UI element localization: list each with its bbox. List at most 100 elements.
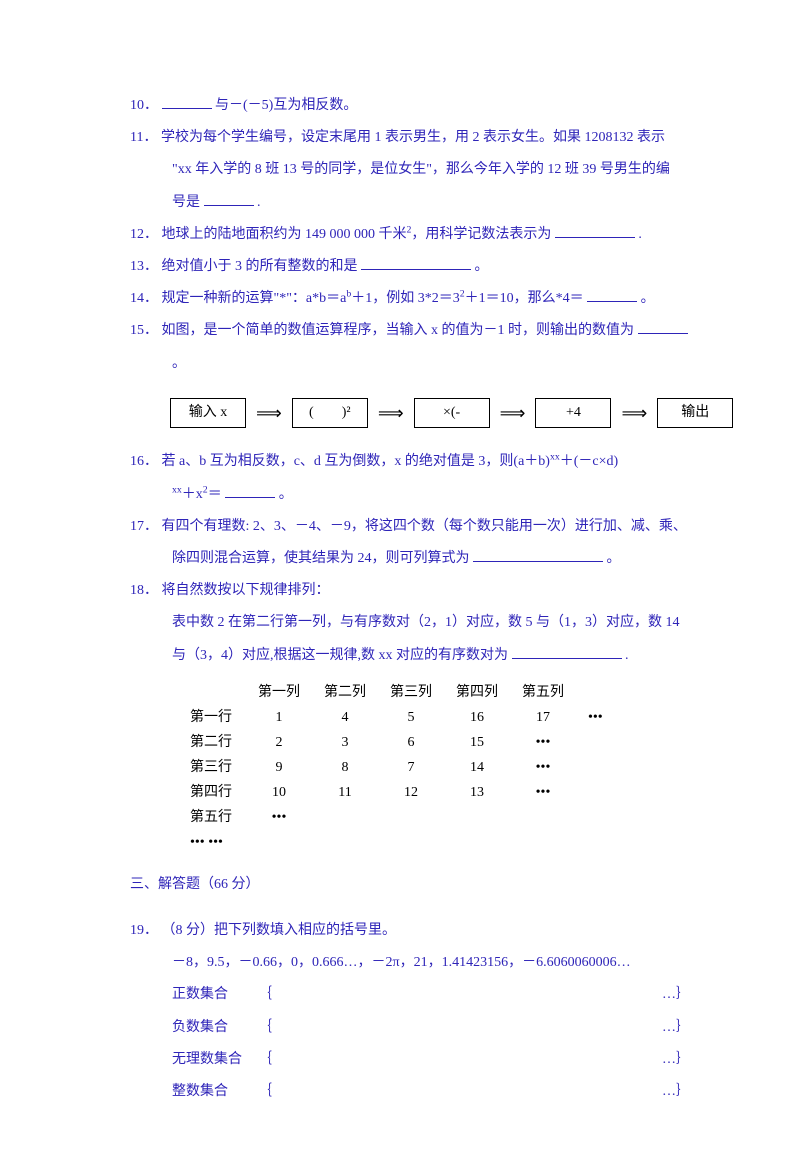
- flow-box-output: 输出: [657, 398, 733, 429]
- section-3-heading: 三、解答题（66 分）: [130, 869, 690, 901]
- arrow-icon: ⟹: [621, 404, 647, 422]
- brace-open: ｛: [258, 1012, 272, 1044]
- q10-text: 与－(－5)互为相反数。: [215, 98, 357, 113]
- q19-l2: －8，9.5，－0.66，0，0.666…，－2π，21，1.41423156，…: [172, 955, 631, 970]
- q15-blank[interactable]: [638, 319, 688, 334]
- question-12: 12． 地球上的陆地面积约为 149 000 000 千米2，用科学记数法表示为…: [130, 219, 690, 251]
- th: 第三列: [384, 680, 450, 705]
- flow-box-square: ( )²: [292, 398, 368, 429]
- q18-l3a: 与（3，4）对应,根据这一规律,数 xx 对应的有序数对为: [172, 648, 508, 663]
- set-fill[interactable]: [272, 1076, 662, 1108]
- th: 第四列: [450, 680, 516, 705]
- q11-num: 11．: [130, 130, 157, 145]
- set-integer: 整数集合 ｛ …｝: [130, 1076, 690, 1108]
- arrow-icon: ⟹: [256, 404, 282, 422]
- q14-d: 。: [641, 291, 655, 306]
- set-fill[interactable]: [272, 1044, 662, 1076]
- q11-l2: "xx 年入学的 8 班 13 号的同学，是位女生"，那么今年入学的 12 班 …: [172, 162, 670, 177]
- th: 第五列: [516, 680, 582, 705]
- brace-close: …｝: [662, 1012, 690, 1044]
- q16-l2b: ＋x: [182, 487, 203, 502]
- q14-num: 14．: [130, 291, 158, 306]
- q13-blank[interactable]: [361, 255, 471, 270]
- q18-l1: 将自然数按以下规律排列：: [162, 583, 330, 598]
- q12-blank[interactable]: [555, 223, 635, 238]
- q10-blank[interactable]: [162, 94, 212, 109]
- flow-box-mult: ×(-: [414, 398, 490, 429]
- q14-a: 规定一种新的运算"*"：a*b＝a: [162, 291, 347, 306]
- q16-l2c: ＝: [208, 487, 222, 502]
- q18-l3b: .: [625, 648, 629, 663]
- q11-blank[interactable]: [204, 191, 254, 206]
- exam-page: 10． 与－(－5)互为相反数。 11． 学校为每个学生编号，设定末尾用 1 表…: [0, 0, 800, 1168]
- q18-blank[interactable]: [512, 644, 622, 659]
- q16-l2d: 。: [279, 487, 293, 502]
- q13-a: 绝对值小于 3 的所有整数的和是: [162, 259, 358, 274]
- set-fill[interactable]: [272, 1012, 662, 1044]
- q16-s2: xx: [172, 484, 182, 495]
- q15-a: 如图，是一个简单的数值运算程序，当输入 x 的值为－1 时，则输出的数值为: [162, 323, 635, 338]
- set-positive: 正数集合 ｛ …｝: [130, 979, 690, 1011]
- question-10: 10． 与－(－5)互为相反数。: [130, 90, 690, 122]
- question-11-line2: "xx 年入学的 8 班 13 号的同学，是位女生"，那么今年入学的 12 班 …: [130, 154, 690, 186]
- q11-l1: 学校为每个学生编号，设定末尾用 1 表示男生，用 2 表示女生。如果 12081…: [161, 130, 665, 145]
- flow-box-plus4: +4: [535, 398, 611, 429]
- set-fill[interactable]: [272, 979, 662, 1011]
- question-19-line2: －8，9.5，－0.66，0，0.666…，－2π，21，1.41423156，…: [130, 947, 690, 979]
- q17-l1: 有四个有理数: 2、3、－4、－9，将这四个数（每个数只能用一次）进行加、减、乘…: [162, 519, 687, 534]
- q16-l1: 若 a、b 互为相反数，c、d 互为倒数，x 的绝对值是 3，则(a＋b): [162, 454, 550, 469]
- q16-blank[interactable]: [225, 483, 275, 498]
- question-16-line2: xx＋x2＝ 。: [130, 479, 690, 511]
- table-row: 第四行10111213•••: [190, 780, 621, 805]
- q13-b: 。: [475, 259, 489, 274]
- q18-num: 18．: [130, 583, 158, 598]
- q14-blank[interactable]: [587, 287, 637, 302]
- question-15: 15． 如图，是一个简单的数值运算程序，当输入 x 的值为－1 时，则输出的数值…: [130, 315, 690, 347]
- th: [582, 680, 621, 705]
- q16-s1: xx: [550, 452, 560, 463]
- q17-l2a: 除四则混合运算，使其结果为 24，则可列算式为: [172, 551, 470, 566]
- q15-num: 15．: [130, 323, 158, 338]
- q15-b: 。: [172, 356, 186, 371]
- set-irrational: 无理数集合 ｛ …｝: [130, 1044, 690, 1076]
- set-label: 无理数集合: [172, 1044, 252, 1076]
- question-11-line3: 号是 .: [130, 187, 690, 219]
- question-16-line1: 16． 若 a、b 互为相反数，c、d 互为倒数，x 的绝对值是 3，则(a＋b…: [130, 446, 690, 478]
- table-row: ••• •••: [190, 830, 621, 855]
- set-negative: 负数集合 ｛ …｝: [130, 1012, 690, 1044]
- table-row: 第二行23615•••: [190, 730, 621, 755]
- question-15-end: 。: [130, 348, 690, 380]
- brace-open: ｛: [258, 1076, 272, 1108]
- arrow-icon: ⟹: [378, 404, 404, 422]
- q19-num: 19．: [130, 923, 158, 938]
- question-14: 14． 规定一种新的运算"*"：a*b＝ab＋1，例如 3*2＝32＋1＝10，…: [130, 283, 690, 315]
- flow-diagram: 输入 x ⟹ ( )² ⟹ ×(- ⟹ +4 ⟹ 输出: [170, 398, 690, 429]
- brace-close: …｝: [662, 1044, 690, 1076]
- question-18-line3: 与（3，4）对应,根据这一规律,数 xx 对应的有序数对为 .: [130, 640, 690, 672]
- question-17-line1: 17． 有四个有理数: 2、3、－4、－9，将这四个数（每个数只能用一次）进行加…: [130, 511, 690, 543]
- flow-box-input: 输入 x: [170, 398, 246, 429]
- th: 第一列: [252, 680, 318, 705]
- th: 第二列: [318, 680, 384, 705]
- q12-b: ，用科学记数法表示为: [411, 227, 551, 242]
- q19-l1: （8 分）把下列数填入相应的括号里。: [162, 923, 397, 938]
- q11-l3b: .: [257, 195, 261, 210]
- q12-num: 12．: [130, 227, 158, 242]
- q11-l3a: 号是: [172, 195, 200, 210]
- q17-l2b: 。: [607, 551, 621, 566]
- sequence-table: 第一列 第二列 第三列 第四列 第五列 第一行1451617••• 第二行236…: [190, 680, 621, 855]
- q14-c: ＋1＝10，那么*4＝: [465, 291, 584, 306]
- set-label: 正数集合: [172, 979, 252, 1011]
- table-row: 第三行98714•••: [190, 755, 621, 780]
- question-19-line1: 19． （8 分）把下列数填入相应的括号里。: [130, 915, 690, 947]
- question-17-line2: 除四则混合运算，使其结果为 24，则可列算式为 。: [130, 543, 690, 575]
- q17-blank[interactable]: [473, 547, 603, 562]
- q16-l1b: ＋(－c×d): [560, 454, 618, 469]
- arrow-icon: ⟹: [500, 404, 526, 422]
- table-row: 第一行1451617•••: [190, 705, 621, 730]
- brace-close: …｝: [662, 1076, 690, 1108]
- table-row: 第五行•••: [190, 805, 621, 830]
- th: [190, 680, 252, 705]
- brace-open: ｛: [258, 979, 272, 1011]
- q16-num: 16．: [130, 454, 158, 469]
